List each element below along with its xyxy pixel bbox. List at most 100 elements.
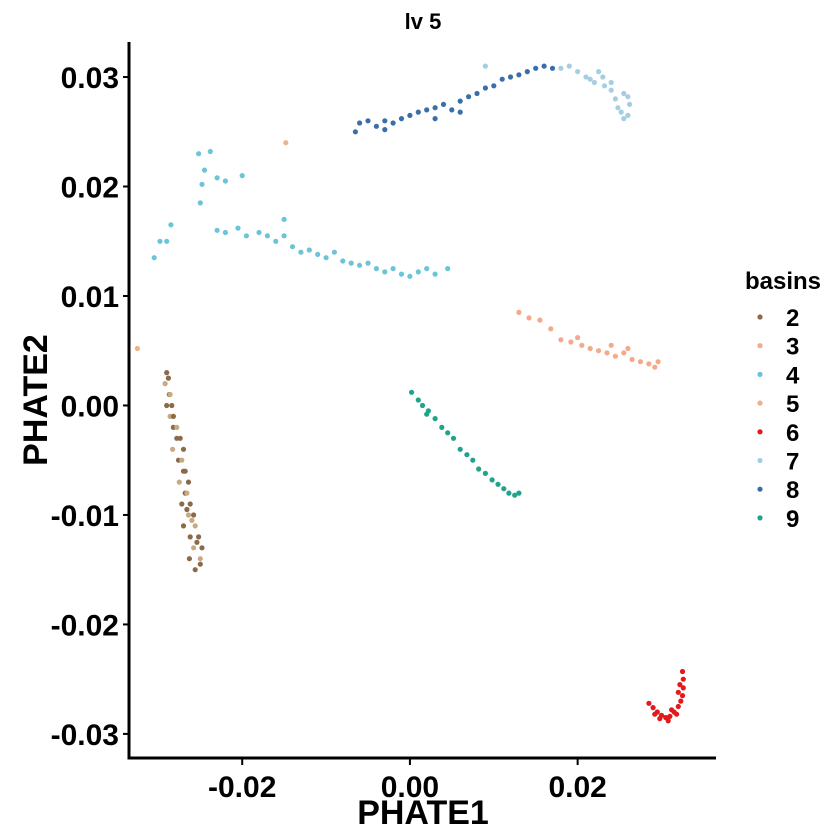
data-point <box>575 69 581 75</box>
data-point <box>168 222 174 228</box>
data-point <box>476 466 482 472</box>
data-point <box>533 65 539 71</box>
data-point <box>450 435 457 441</box>
data-point <box>273 238 279 244</box>
data-point <box>432 105 438 111</box>
y-tick-label: -0.02 <box>51 609 119 642</box>
series-3 <box>516 309 661 370</box>
data-point <box>526 315 532 321</box>
data-point <box>419 402 426 409</box>
data-point <box>222 229 228 236</box>
data-point <box>348 260 354 266</box>
y-axis-title: PHATE2 <box>17 334 55 466</box>
data-point <box>331 249 337 255</box>
data-point <box>600 74 606 80</box>
data-point <box>625 112 631 118</box>
data-point <box>516 490 522 496</box>
data-point <box>457 109 463 115</box>
data-point <box>170 446 176 452</box>
data-point <box>170 413 176 419</box>
data-point <box>558 65 564 71</box>
data-point <box>612 353 619 359</box>
legend-item-8: 8 <box>757 477 799 504</box>
data-point <box>650 705 656 711</box>
data-point <box>501 486 507 492</box>
data-point <box>365 118 371 124</box>
data-point <box>625 345 631 352</box>
data-point <box>382 127 388 133</box>
data-point <box>587 345 593 352</box>
data-point <box>621 350 627 356</box>
series-7 <box>482 63 633 122</box>
legend-label: 9 <box>786 506 799 533</box>
data-point <box>637 359 644 365</box>
data-point <box>182 468 188 474</box>
data-point <box>646 700 652 706</box>
data-point <box>281 233 287 239</box>
series-6 <box>646 668 686 724</box>
data-point <box>482 470 488 476</box>
legend-item-2: 2 <box>757 305 799 332</box>
data-point <box>506 490 512 496</box>
legend-item-4: 4 <box>757 362 800 389</box>
data-point <box>256 229 262 236</box>
data-point <box>675 689 681 695</box>
data-point <box>197 200 203 206</box>
data-point <box>612 96 619 102</box>
legend-item-7: 7 <box>757 449 799 476</box>
data-point <box>189 517 195 524</box>
legend-label: 2 <box>786 305 799 332</box>
data-point <box>167 391 173 398</box>
data-point <box>186 556 192 562</box>
legend-swatch <box>757 457 763 464</box>
x-axis-title: PHATE1 <box>357 794 489 832</box>
y-tick-label: 0.03 <box>61 62 119 95</box>
data-point <box>629 356 635 363</box>
data-point <box>652 711 658 717</box>
y-tick-label: 0.02 <box>61 172 119 205</box>
legend-item-5: 5 <box>757 391 799 418</box>
data-point <box>174 424 180 430</box>
data-point <box>457 98 463 104</box>
data-point <box>675 703 681 710</box>
data-point <box>407 273 413 279</box>
data-point <box>482 85 488 91</box>
data-point <box>512 492 518 498</box>
data-point <box>621 90 627 97</box>
data-point <box>489 477 495 483</box>
legend-label: 8 <box>786 477 799 504</box>
legend-swatch <box>757 400 763 406</box>
data-point <box>196 151 202 157</box>
data-point <box>524 69 530 75</box>
data-point <box>306 247 312 253</box>
data-point <box>470 457 476 463</box>
data-point <box>548 326 554 332</box>
data-point <box>352 129 358 135</box>
data-point <box>516 72 522 78</box>
data-points-layer <box>134 63 686 724</box>
data-point <box>177 435 183 441</box>
data-point <box>239 173 245 179</box>
y-ticks-group: 0.03 0.02 0.01 0.00 -0.01 -0.02 -0.03 <box>51 62 129 752</box>
data-point <box>583 74 589 80</box>
data-point <box>665 718 671 724</box>
data-point <box>164 402 170 409</box>
data-point <box>187 534 193 540</box>
data-point <box>678 698 684 704</box>
data-point <box>679 693 686 699</box>
data-point <box>264 233 270 239</box>
data-point <box>390 120 396 126</box>
data-point <box>151 255 157 261</box>
y-tick-label: -0.03 <box>51 719 119 752</box>
data-point <box>439 424 445 430</box>
data-point <box>185 479 192 485</box>
data-point <box>655 359 661 365</box>
data-point <box>207 148 213 155</box>
data-point <box>677 682 683 688</box>
data-point <box>680 676 686 682</box>
data-point <box>495 481 501 487</box>
data-point <box>432 271 438 277</box>
data-point <box>134 345 140 352</box>
